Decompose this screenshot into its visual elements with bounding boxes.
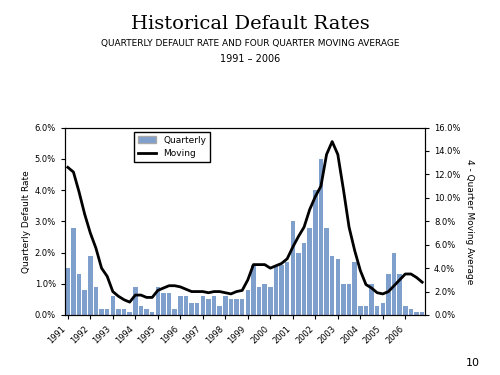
- Bar: [116, 309, 120, 315]
- Bar: [296, 252, 300, 315]
- Bar: [313, 190, 318, 315]
- Bar: [370, 284, 374, 315]
- Bar: [200, 296, 205, 315]
- Bar: [128, 312, 132, 315]
- Bar: [364, 306, 368, 315]
- Bar: [403, 306, 407, 315]
- Bar: [122, 309, 126, 315]
- Bar: [105, 309, 110, 315]
- Bar: [94, 287, 98, 315]
- Bar: [144, 309, 149, 315]
- Bar: [352, 262, 357, 315]
- Bar: [150, 312, 154, 315]
- Bar: [408, 309, 413, 315]
- Bar: [268, 287, 272, 315]
- Bar: [380, 303, 385, 315]
- Bar: [172, 309, 177, 315]
- Y-axis label: 4 - Quarter Moving Average: 4 - Quarter Moving Average: [464, 159, 473, 284]
- Bar: [308, 228, 312, 315]
- Bar: [195, 303, 200, 315]
- Bar: [386, 274, 390, 315]
- Bar: [161, 293, 166, 315]
- Bar: [88, 256, 92, 315]
- Text: QUARTERLY DEFAULT RATE AND FOUR QUARTER MOVING AVERAGE: QUARTERLY DEFAULT RATE AND FOUR QUARTER …: [101, 39, 399, 48]
- Bar: [324, 228, 329, 315]
- Bar: [223, 296, 228, 315]
- Bar: [206, 299, 210, 315]
- Bar: [77, 274, 82, 315]
- Bar: [178, 296, 182, 315]
- Text: 10: 10: [466, 357, 480, 368]
- Bar: [240, 299, 244, 315]
- Bar: [82, 290, 87, 315]
- Bar: [156, 287, 160, 315]
- Bar: [110, 296, 115, 315]
- Bar: [251, 265, 256, 315]
- Text: Historical Default Rates: Historical Default Rates: [130, 15, 370, 33]
- Text: 1991 – 2006: 1991 – 2006: [220, 54, 280, 64]
- Bar: [234, 299, 239, 315]
- Bar: [341, 284, 345, 315]
- Bar: [167, 293, 172, 315]
- Bar: [392, 252, 396, 315]
- Bar: [71, 228, 76, 315]
- Bar: [285, 262, 290, 315]
- Bar: [138, 306, 143, 315]
- Bar: [133, 287, 138, 315]
- Bar: [100, 309, 104, 315]
- Bar: [420, 312, 424, 315]
- Bar: [212, 296, 216, 315]
- Legend: Quarterly, Moving: Quarterly, Moving: [134, 132, 210, 162]
- Bar: [414, 312, 419, 315]
- Bar: [347, 284, 352, 315]
- Y-axis label: Quarterly Default Rate: Quarterly Default Rate: [22, 170, 30, 273]
- Bar: [318, 159, 323, 315]
- Bar: [228, 299, 233, 315]
- Bar: [66, 268, 70, 315]
- Bar: [218, 306, 222, 315]
- Bar: [262, 284, 267, 315]
- Bar: [246, 290, 250, 315]
- Bar: [184, 296, 188, 315]
- Bar: [336, 259, 340, 315]
- Bar: [375, 306, 380, 315]
- Bar: [290, 221, 295, 315]
- Bar: [190, 303, 194, 315]
- Bar: [274, 265, 278, 315]
- Bar: [398, 274, 402, 315]
- Bar: [280, 265, 284, 315]
- Bar: [330, 256, 334, 315]
- Bar: [358, 306, 362, 315]
- Bar: [302, 243, 306, 315]
- Bar: [257, 287, 262, 315]
